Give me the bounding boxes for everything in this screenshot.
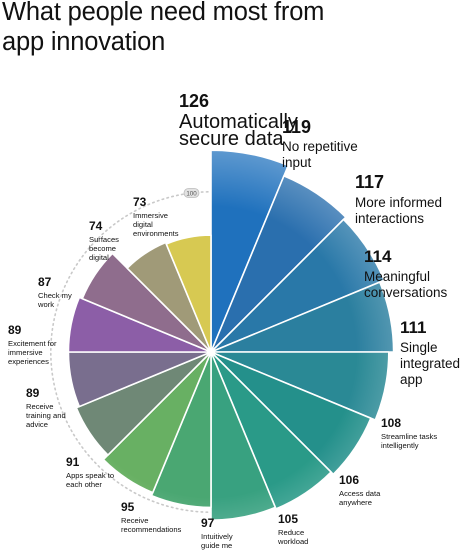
bars bbox=[67, 149, 395, 522]
bar-15 bbox=[126, 241, 212, 353]
bar-fade bbox=[127, 242, 211, 352]
category-label: Intuitively guide me bbox=[201, 532, 233, 550]
value-label: 95 bbox=[121, 500, 135, 514]
slice-label-9: 97 Intuitively guide me bbox=[201, 516, 233, 550]
slice-label-10: 95 Receive recommendations bbox=[121, 500, 182, 534]
bar-fade bbox=[211, 352, 276, 521]
bar-13 bbox=[67, 296, 212, 353]
value-label: 91 bbox=[66, 455, 80, 469]
category-label: Meaningful conversations bbox=[364, 269, 448, 300]
category-label: Access data anywhere bbox=[339, 489, 381, 507]
slice-label-12: 89 Receive training and advice bbox=[26, 386, 66, 429]
bar-2 bbox=[210, 175, 347, 353]
bar-fade bbox=[76, 352, 211, 456]
value-label: 89 bbox=[8, 323, 22, 337]
scale-marker-pill bbox=[183, 188, 200, 198]
bar-5 bbox=[210, 351, 390, 421]
slice-label-14: 87 Check my work bbox=[37, 275, 72, 309]
slice-label-5: 111 Single integrated app bbox=[400, 318, 460, 387]
bar-6 bbox=[210, 351, 372, 476]
bar-1 bbox=[210, 149, 290, 353]
value-label: 117 bbox=[355, 172, 384, 192]
bar-11 bbox=[75, 351, 212, 456]
bar-12 bbox=[67, 351, 212, 408]
slice-label-6: 108 Streamline tasks intelligently bbox=[381, 416, 437, 450]
category-label: Reduce workload bbox=[277, 528, 308, 546]
bar-fade bbox=[211, 352, 332, 509]
value-label: 74 bbox=[89, 219, 103, 233]
bar-fade bbox=[211, 352, 389, 421]
slice-label-3: 117 More informed interactions bbox=[355, 172, 442, 226]
scale-marker-label: 100 bbox=[186, 190, 197, 197]
category-label: Receive recommendations bbox=[121, 516, 182, 534]
bar-fade bbox=[211, 352, 371, 475]
bar-fade bbox=[211, 175, 346, 352]
value-label: 97 bbox=[201, 516, 215, 530]
category-label: Check my work bbox=[37, 291, 72, 309]
value-label: 87 bbox=[38, 275, 52, 289]
bar-7 bbox=[210, 351, 332, 510]
slice-label-15: 74 Surfaces become digital bbox=[89, 219, 119, 262]
category-label: No repetitive input bbox=[282, 139, 358, 170]
value-label: 73 bbox=[133, 195, 147, 209]
value-label: 108 bbox=[381, 416, 401, 430]
chart-title: What people need most from app innovatio… bbox=[2, 0, 325, 56]
bar-4 bbox=[210, 281, 395, 353]
bar-16 bbox=[165, 234, 212, 353]
bar-fade bbox=[211, 282, 394, 352]
value-label: 89 bbox=[26, 386, 40, 400]
category-label: Apps speak to each other bbox=[66, 471, 114, 489]
bar-9 bbox=[150, 351, 212, 509]
slice-label-13: 89 Excitement for immersive experiences bbox=[8, 323, 57, 366]
category-label: More informed interactions bbox=[355, 195, 442, 226]
bar-fade bbox=[68, 297, 211, 352]
bar-10 bbox=[102, 351, 212, 494]
category-label: Receive training and advice bbox=[26, 402, 66, 429]
slice-label-7: 106 Access data anywhere bbox=[339, 473, 381, 507]
bar-fade bbox=[166, 235, 211, 352]
slice-label-8: 105 Reduce workload bbox=[277, 512, 308, 546]
slice-label-16: 73 Immersive digital environments bbox=[133, 195, 179, 238]
value-label: 119 bbox=[282, 117, 311, 137]
bar-fade bbox=[211, 219, 385, 352]
value-label: 126 bbox=[179, 91, 209, 111]
category-label: Excitement for immersive experiences bbox=[8, 339, 57, 366]
category-label: Automatically secure data bbox=[179, 111, 298, 150]
bar-fade bbox=[211, 150, 289, 352]
slice-label-4: 114 Meaningful conversations bbox=[364, 247, 448, 300]
value-label: 111 bbox=[400, 318, 427, 337]
scale-marker: 100 bbox=[183, 188, 200, 198]
category-label: Single integrated app bbox=[400, 340, 460, 387]
value-label: 114 bbox=[364, 247, 392, 266]
bar-3 bbox=[210, 218, 385, 353]
slice-label-11: 91 Apps speak to each other bbox=[66, 455, 114, 489]
category-label: Surfaces become digital bbox=[89, 235, 119, 262]
bar-fade bbox=[68, 352, 211, 407]
value-label: 106 bbox=[339, 473, 359, 487]
value-label: 105 bbox=[278, 512, 298, 526]
category-label: Immersive digital environments bbox=[133, 211, 179, 238]
category-label: Streamline tasks intelligently bbox=[381, 432, 437, 450]
bar-fade bbox=[103, 352, 211, 493]
bar-8 bbox=[210, 351, 277, 522]
bar-fade bbox=[151, 352, 211, 508]
bar-fade bbox=[82, 253, 212, 352]
bar-14 bbox=[81, 252, 212, 353]
